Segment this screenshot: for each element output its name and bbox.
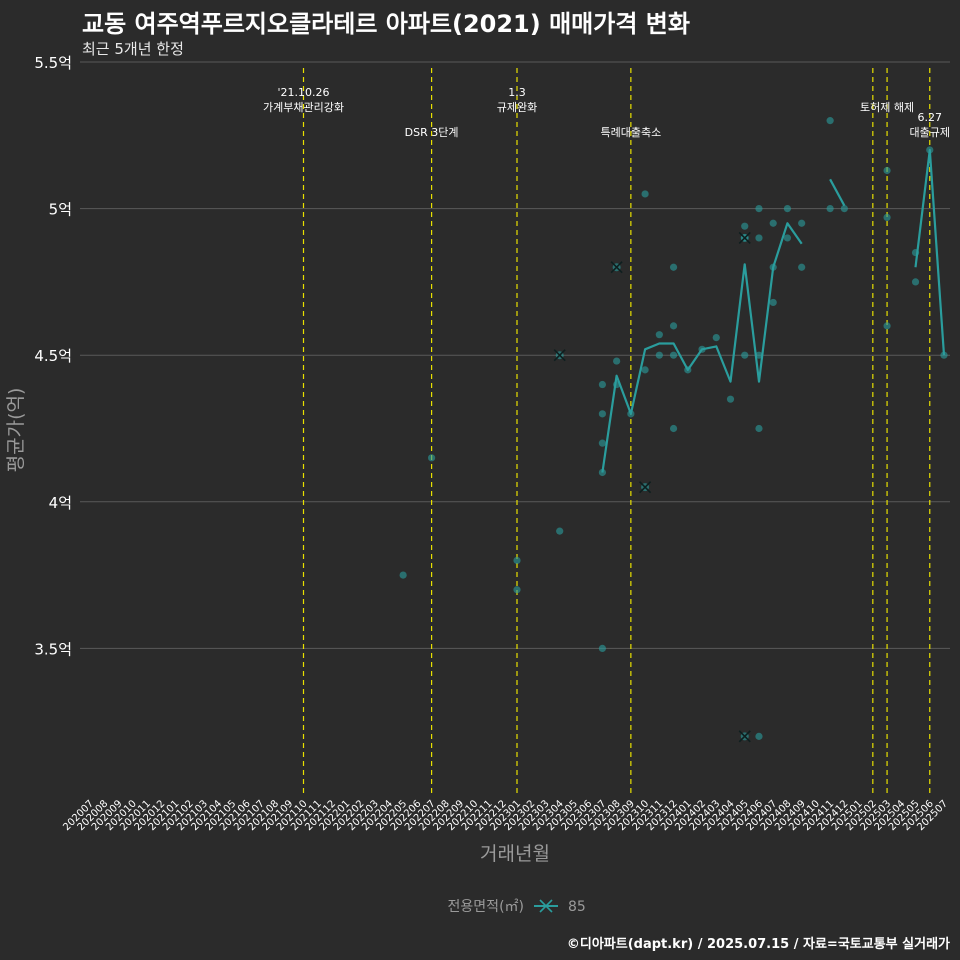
data-point <box>798 219 806 227</box>
cross-marker-stroke <box>553 349 566 362</box>
cross-marker-stroke <box>610 261 623 274</box>
chart-caption: ©디아파트(dapt.kr) / 2025.07.15 / 자료=국토교통부 실… <box>566 937 950 952</box>
y-axis-label: 평균가(억) <box>5 388 27 473</box>
data-point <box>883 213 891 221</box>
data-point <box>669 322 678 330</box>
series-lines <box>601 148 946 473</box>
cross-marker <box>553 349 566 362</box>
data-point <box>826 117 834 125</box>
data-point <box>911 278 920 286</box>
data-point <box>883 166 891 175</box>
data-point <box>755 732 763 740</box>
event-label: 특례대출축소 <box>600 126 661 139</box>
data-point <box>883 322 891 330</box>
data-point <box>513 556 521 565</box>
series-line-85 <box>829 178 846 207</box>
data-point <box>769 219 777 227</box>
data-point <box>613 357 621 365</box>
event-label: 6.27 <box>918 111 943 124</box>
data-point <box>755 205 763 213</box>
data-point <box>641 366 649 374</box>
x-axis-ticks: 2020072020082020092020102020112020122021… <box>61 798 950 833</box>
data-point <box>769 298 777 307</box>
data-point <box>669 424 678 433</box>
data-point <box>598 380 607 389</box>
y-tick-label: 5억 <box>49 201 72 219</box>
data-point <box>741 351 749 359</box>
data-point <box>669 263 678 271</box>
event-label: 토허제 해제 <box>860 100 914 114</box>
cross-marker <box>738 730 751 743</box>
data-point <box>399 571 407 579</box>
cross-markers <box>553 231 751 743</box>
data-points <box>399 117 948 740</box>
event-label: 규제완화 <box>497 101 537 114</box>
grid-lines <box>80 61 950 649</box>
legend: 전용면적(㎡) 85 <box>448 899 586 915</box>
data-point <box>755 424 763 433</box>
legend-cross-key-b <box>539 899 553 913</box>
cross-marker-stroke <box>639 481 652 494</box>
data-point <box>712 334 720 342</box>
data-point <box>513 586 521 594</box>
cross-marker-stroke <box>738 730 751 743</box>
y-tick-label: 4.5억 <box>34 347 72 365</box>
y-tick-label: 4억 <box>49 494 72 512</box>
data-point <box>726 395 735 403</box>
data-point <box>556 527 564 535</box>
data-point <box>598 644 607 653</box>
event-label: 1.3 <box>508 86 526 99</box>
y-axis-ticks: 3.5억 4억 4.5억 5억 5.5억 <box>34 54 72 658</box>
chart-title: 교동 여주역푸르지오클라테르 아파트(2021) 매매가격 변화 <box>82 10 690 38</box>
data-point <box>641 190 649 198</box>
legend-title: 전용면적(㎡) <box>448 899 524 915</box>
event-label: 대출규제 <box>910 126 950 139</box>
data-point <box>783 234 792 242</box>
cross-marker <box>610 261 623 274</box>
cross-marker <box>639 481 652 494</box>
data-point <box>741 222 749 230</box>
event-label: DSR 3단계 <box>405 126 459 139</box>
cross-marker-stroke <box>738 231 751 244</box>
data-point <box>669 351 678 359</box>
y-tick-label: 5.5억 <box>34 54 72 72</box>
event-label: '21.10.26 <box>277 86 329 99</box>
data-point <box>755 234 763 242</box>
data-point <box>826 205 834 213</box>
data-point <box>428 454 436 462</box>
data-point <box>783 205 792 213</box>
data-point <box>798 263 806 271</box>
event-label: 가계부채관리강화 <box>263 101 344 114</box>
cross-marker <box>738 231 751 244</box>
x-axis-label: 거래년월 <box>480 843 550 865</box>
data-point <box>655 331 663 339</box>
series-line-85 <box>601 222 803 473</box>
legend-label-85: 85 <box>568 899 586 915</box>
data-point <box>655 351 663 359</box>
y-tick-label: 3.5억 <box>34 640 72 658</box>
series-line-85 <box>914 148 946 356</box>
data-point <box>755 351 763 359</box>
chart-subtitle: 최근 5개년 한정 <box>82 40 184 58</box>
data-point <box>598 410 607 418</box>
data-point <box>840 205 848 213</box>
data-point <box>598 439 607 447</box>
